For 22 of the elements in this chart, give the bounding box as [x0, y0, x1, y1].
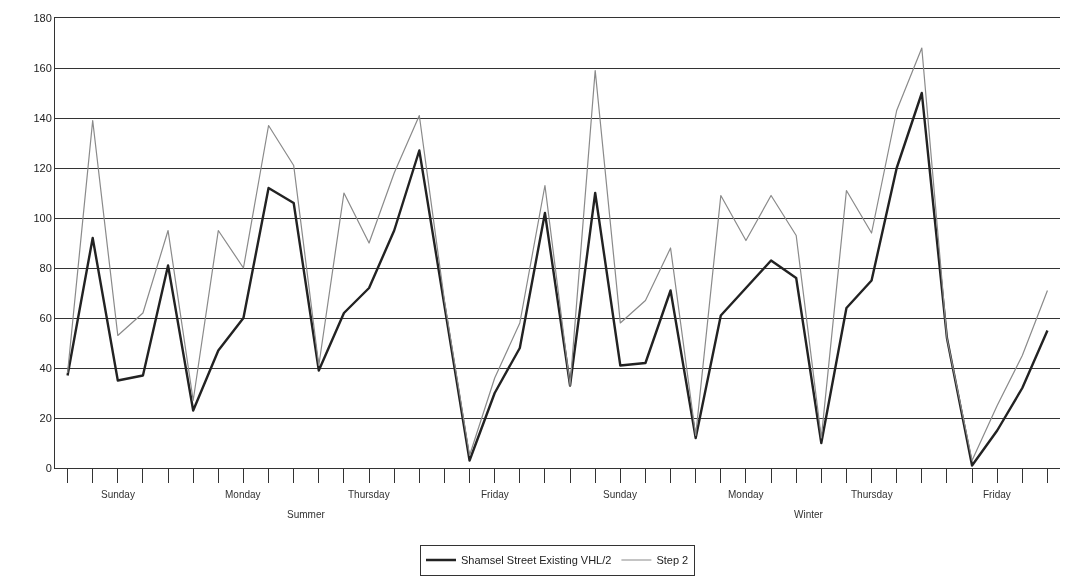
text: Sunday: [603, 489, 637, 500]
y-tick-label: 80: [39, 261, 52, 274]
text: Friday: [983, 489, 1011, 500]
text: Monday: [225, 489, 261, 500]
y-tick-label: 180: [33, 11, 52, 24]
y-tick-label: 20: [39, 411, 52, 424]
y-tick-label: 120: [33, 161, 52, 174]
text: Summer: [287, 509, 326, 520]
legend-label: Shamsel Street Existing VHL/2: [461, 554, 612, 567]
y-tick-label: 100: [33, 211, 52, 224]
y-tick-label: 40: [39, 361, 52, 374]
text: Sunday: [101, 489, 135, 500]
text: Thursday: [851, 489, 893, 500]
text: Friday: [481, 489, 509, 500]
legend-label: Step 2: [656, 554, 689, 567]
y-tick-label: 60: [39, 311, 52, 324]
y-tick-label: 140: [33, 111, 52, 124]
y-tick-label: 160: [33, 61, 52, 74]
text: Monday: [728, 489, 764, 500]
text: Thursday: [348, 489, 390, 500]
y-tick-label: 0: [45, 461, 52, 474]
text: Winter: [794, 509, 824, 520]
